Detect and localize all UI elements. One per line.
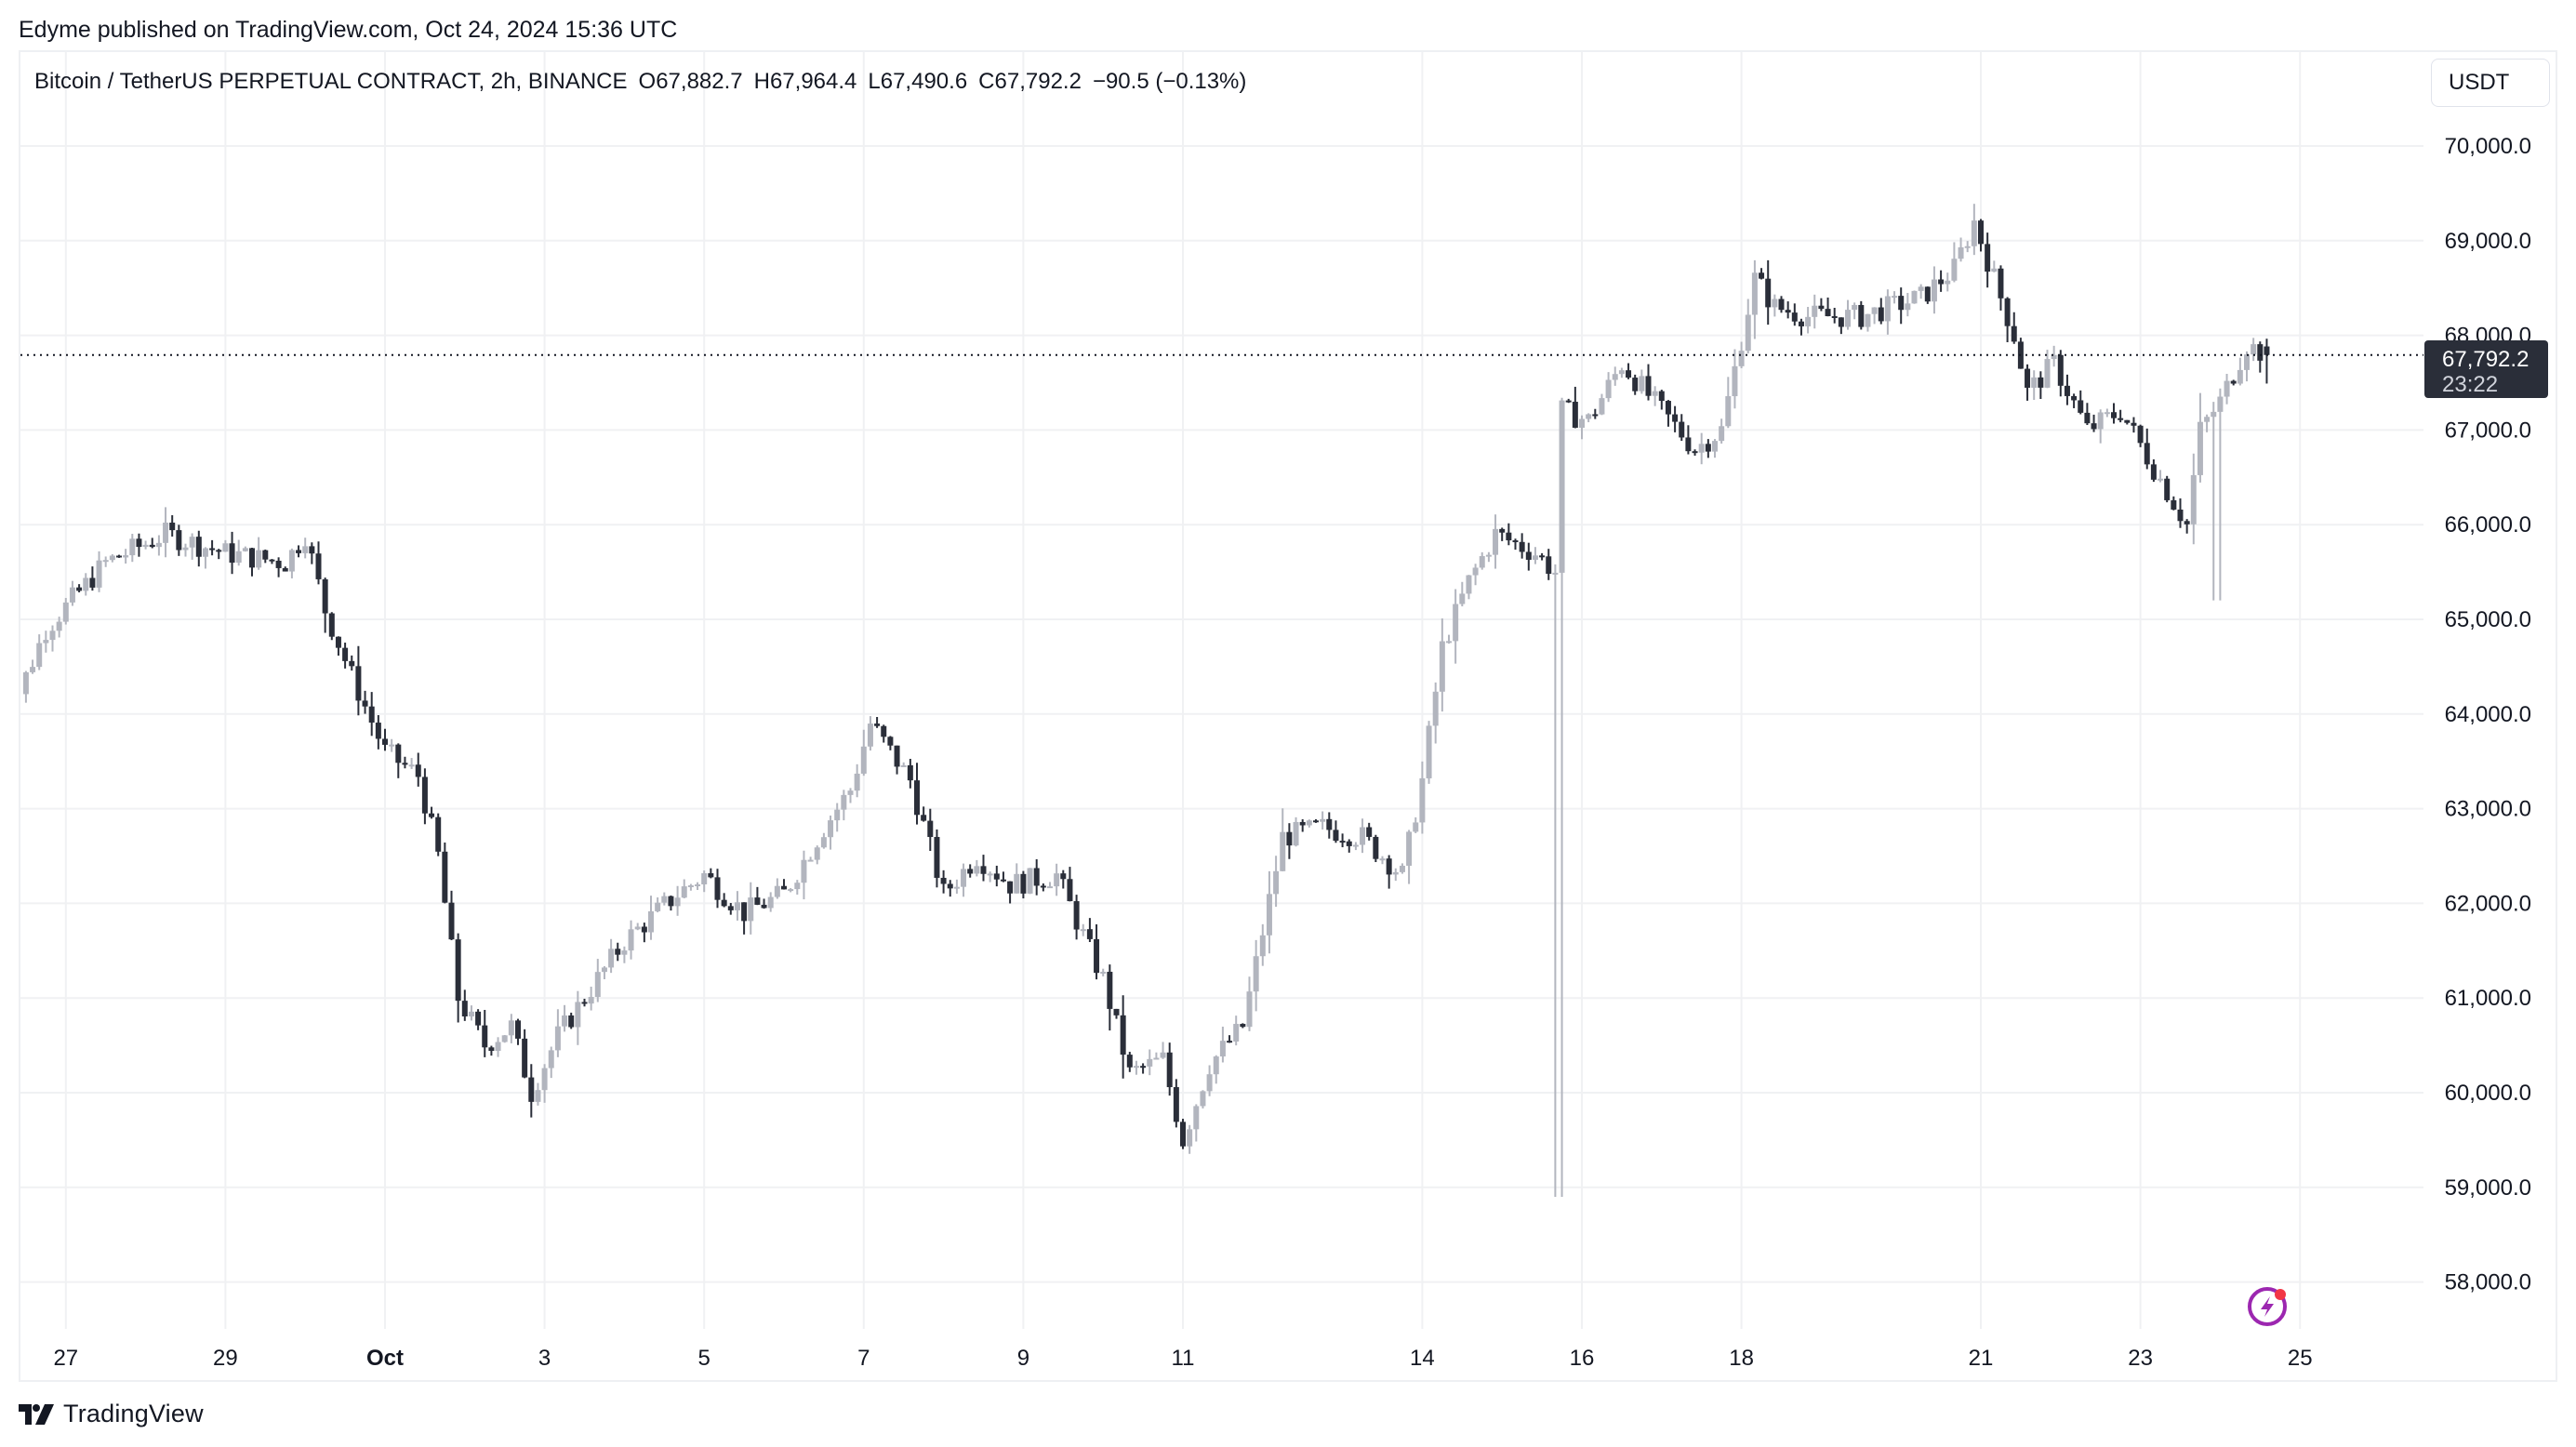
time-axis[interactable]: 27 29 Oct 3 5 7 9 11 14 16 18 21 23 25 [53, 1346, 2312, 1371]
footer: TradingView [19, 1400, 204, 1428]
ohlc-change: −90.5 (−0.13%) [1092, 69, 1247, 94]
time-tick: 27 [53, 1346, 78, 1371]
time-tick: 18 [1729, 1346, 1754, 1371]
tradingview-logo-icon [19, 1403, 54, 1425]
ohlc-close: C67,792.2 [978, 69, 1082, 94]
price-axis[interactable]: 70,000.069,000.068,000.067,000.066,000.0… [2445, 134, 2531, 1295]
chart-frame[interactable] [19, 50, 2557, 1382]
current-price-label: 67,792.2 [2442, 347, 2529, 372]
published-caption: Edyme published on TradingView.com, Oct … [19, 17, 678, 43]
tradingview-brand: TradingView [63, 1400, 204, 1427]
price-tick: 66,000.0 [2445, 512, 2531, 538]
time-tick: 5 [698, 1346, 710, 1371]
grid-lines [20, 52, 2423, 1329]
currency-selector[interactable]: USDT [2431, 59, 2550, 107]
time-tick: 25 [2288, 1346, 2313, 1371]
price-tick: 67,000.0 [2445, 418, 2531, 443]
time-tick: 23 [2128, 1346, 2153, 1371]
symbol-title[interactable]: Bitcoin / TetherUS PERPETUAL CONTRACT, 2… [34, 69, 628, 94]
time-tick: 14 [1410, 1346, 1435, 1371]
time-tick: 9 [1017, 1346, 1029, 1371]
price-tick: 70,000.0 [2445, 134, 2531, 159]
time-tick: 29 [213, 1346, 238, 1371]
ohlc-high: H67,964.4 [753, 69, 857, 94]
price-tick: 65,000.0 [2445, 607, 2531, 632]
time-tick: 3 [538, 1346, 551, 1371]
candles [22, 204, 2270, 1197]
price-tick: 58,000.0 [2445, 1270, 2531, 1295]
ohlc-low: L67,490.6 [868, 69, 968, 94]
price-tick: 60,000.0 [2445, 1081, 2531, 1106]
price-tick: 69,000.0 [2445, 229, 2531, 254]
time-tick: 21 [1969, 1346, 1994, 1371]
bar-countdown: 23:22 [2442, 372, 2498, 397]
ohlc-open: O67,882.7 [638, 69, 743, 94]
time-tick: Oct [366, 1346, 404, 1371]
price-tick: 64,000.0 [2445, 702, 2531, 727]
price-label: 67,792.2 23:22 [2424, 340, 2548, 398]
time-tick: 11 [1172, 1346, 1195, 1371]
time-tick: 7 [857, 1346, 870, 1371]
lightning-icon[interactable] [2248, 1287, 2287, 1326]
time-tick: 16 [1570, 1346, 1595, 1371]
price-tick: 63,000.0 [2445, 797, 2531, 822]
price-tick: 59,000.0 [2445, 1175, 2531, 1201]
price-tick: 61,000.0 [2445, 986, 2531, 1011]
price-tick: 62,000.0 [2445, 891, 2531, 916]
chart-legend: Bitcoin / TetherUS PERPETUAL CONTRACT, 2… [34, 69, 1257, 95]
